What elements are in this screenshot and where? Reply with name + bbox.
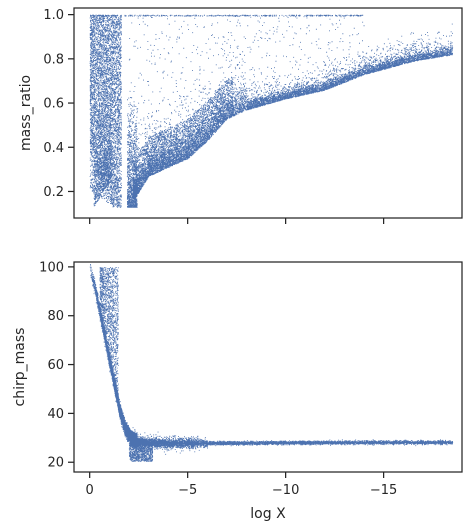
bottom-ytick-label: 40 xyxy=(47,407,64,422)
y-axis-label-chirp-mass: chirp_mass xyxy=(12,328,28,407)
top-y-ticks: 0.2 0.4 0.6 0.8 1.0 xyxy=(43,8,74,200)
bottom-ytick-label: 100 xyxy=(39,260,64,275)
bottom-xtick-label: −5 xyxy=(178,483,197,498)
bottom-xtick-label: 0 xyxy=(86,483,94,498)
top-x-ticks xyxy=(89,218,385,224)
bottom-xtick-label: −10 xyxy=(272,483,299,498)
top-ytick-label: 0.6 xyxy=(43,97,64,112)
x-axis-label: log X xyxy=(250,506,286,522)
chirp-mass-scatter-points xyxy=(89,264,454,462)
bottom-xtick-label: −15 xyxy=(370,483,397,498)
y-axis-label-mass-ratio: mass_ratio xyxy=(18,75,34,151)
top-ytick-label: 1.0 xyxy=(43,8,64,23)
bottom-y-ticks: 20 40 60 80 100 xyxy=(39,260,74,471)
bottom-ytick-label: 60 xyxy=(47,358,64,373)
mass-ratio-panel: 0.2 0.4 0.6 0.8 1.0 mass_ratio xyxy=(18,7,463,224)
top-ytick-label: 0.8 xyxy=(43,52,64,67)
bottom-axes-frame xyxy=(73,261,463,473)
bottom-ytick-label: 80 xyxy=(47,309,64,324)
bottom-scatter-markers xyxy=(89,264,454,462)
top-ytick-label: 0.4 xyxy=(43,141,64,156)
mass-ratio-scatter-points xyxy=(89,14,454,208)
chirp-mass-panel: 20 40 60 80 100 0 −5 −10 −15 chirp_mass log X xyxy=(12,260,463,522)
top-scatter-markers xyxy=(89,14,454,208)
bottom-ytick-label: 20 xyxy=(47,456,64,471)
bottom-x-ticks: 0 −5 −10 −15 xyxy=(86,472,397,498)
top-ytick-label: 0.2 xyxy=(43,185,64,200)
top-axes-frame xyxy=(73,7,463,219)
